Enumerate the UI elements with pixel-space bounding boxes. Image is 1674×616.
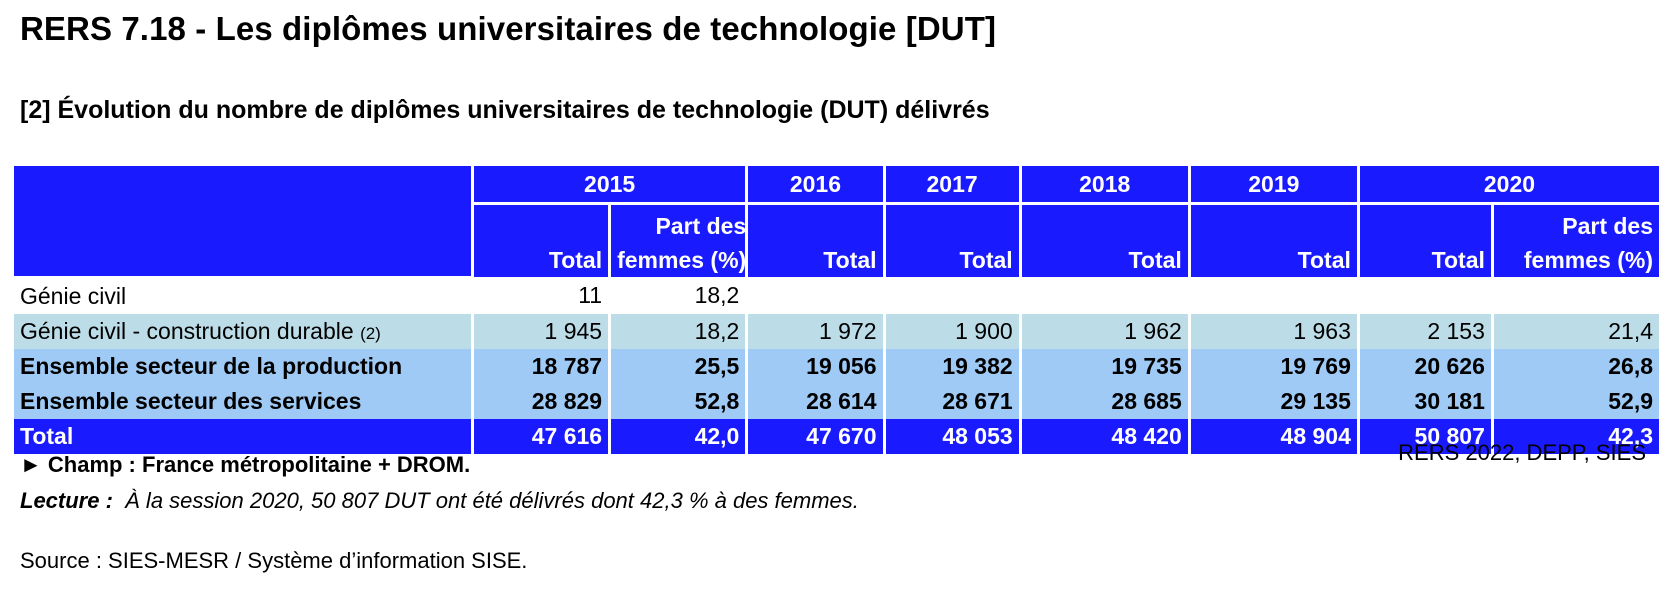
year-header-2018: 2018 (1018, 166, 1191, 205)
year-header-2015: 2015 (470, 166, 749, 205)
row-label: Ensemble secteur des services (14, 383, 474, 419)
subheader-total-2019: Total (1187, 203, 1360, 277)
reading-label: Lecture : (20, 488, 113, 513)
subheader-total-2017: Total (882, 203, 1022, 277)
row-label-text: Génie civil (20, 282, 127, 309)
cell: 19 769 (1187, 348, 1360, 384)
cell: 52,9 (1490, 383, 1663, 419)
cell: 28 829 (470, 383, 612, 419)
cell: 48 053 (882, 418, 1022, 454)
credit-line: RERS 2022, DEPP, SIES (1398, 440, 1646, 465)
source-note: Source : SIES-MESR / Système d’informati… (20, 548, 528, 573)
cell: 50 807 (1356, 418, 1494, 454)
cell: 48 904 (1187, 418, 1360, 454)
scope-note: ► Champ : France métropolitaine + DROM. (20, 452, 471, 477)
cell (1018, 277, 1191, 314)
cell (882, 277, 1022, 314)
row-label: Total (14, 418, 474, 454)
cell: 28 671 (882, 383, 1022, 419)
table-subtitle: [2] Évolution du nombre de diplômes univ… (20, 96, 990, 124)
page-title: RERS 7.18 - Les diplômes universitaires … (20, 10, 997, 47)
row-label-text: Ensemble secteur des services (20, 387, 362, 414)
cell: 47 670 (745, 418, 886, 454)
cell: 30 181 (1356, 383, 1494, 419)
cell: 47 616 (470, 418, 612, 454)
row-label: Génie civil (14, 277, 474, 314)
subheader-part-2020: Part des femmes (%) (1490, 203, 1663, 277)
cell: 28 685 (1018, 383, 1191, 419)
cell: 1 972 (745, 313, 886, 349)
table-row: Ensemble secteur de la production 18 787… (14, 348, 1663, 384)
dut-table: 2015 2016 2017 2018 2019 2020 Total Part… (14, 166, 1663, 454)
cell: 2 153 (1356, 313, 1494, 349)
cell (1356, 277, 1494, 314)
row-note: (2) (360, 323, 381, 343)
cell: 1 900 (882, 313, 1022, 349)
cell: 19 735 (1018, 348, 1191, 384)
cell: 52,8 (608, 383, 749, 419)
row-label: Génie civil - construction durable (2) (14, 313, 474, 349)
row-label-text: Génie civil - construction durable (20, 317, 361, 344)
table-row-total: Total 47 616 42,0 47 670 48 053 48 420 4… (14, 418, 1663, 454)
subheader-total-2016: Total (745, 203, 886, 277)
cell: 19 056 (745, 348, 886, 384)
cell: 29 135 (1187, 383, 1360, 419)
subheader-part-2015: Part des femmes (%) (608, 203, 749, 277)
subheader-total-2020: Total (1356, 203, 1494, 277)
table-row: Ensemble secteur des services 28 829 52,… (14, 383, 1663, 419)
cell: 26,8 (1490, 348, 1663, 384)
subheader-total-2018: Total (1018, 203, 1191, 277)
cell: 11 (470, 277, 612, 314)
cell: 48 420 (1018, 418, 1191, 454)
reading-text: À la session 2020, 50 807 DUT ont été dé… (112, 488, 859, 513)
cell: 42,3 (1490, 418, 1663, 454)
row-label-text: Total (20, 422, 74, 449)
row-label-text: Ensemble secteur de la production (20, 352, 403, 379)
cell: 1 963 (1187, 313, 1360, 349)
header-corner (14, 166, 474, 279)
cell: 42,0 (608, 418, 749, 454)
cell: 20 626 (1356, 348, 1494, 384)
cell: 18,2 (608, 313, 749, 349)
year-header-2020: 2020 (1356, 166, 1663, 205)
part-line2: femmes (%) (1523, 247, 1653, 273)
cell (745, 277, 886, 314)
part-line1: Part des (655, 213, 747, 239)
cell: 21,4 (1490, 313, 1663, 349)
part-line2: femmes (%) (617, 247, 747, 273)
cell: 18,2 (608, 277, 749, 314)
year-header-2017: 2017 (882, 166, 1022, 205)
year-header-2019: 2019 (1187, 166, 1360, 205)
cell (1490, 277, 1663, 314)
year-header-row: 2015 2016 2017 2018 2019 2020 (14, 166, 1663, 279)
subheader-total-2015: Total (470, 203, 612, 277)
cell (1187, 277, 1360, 314)
part-line1: Part des (1562, 213, 1653, 239)
subheader-row: Total Part des femmes (%) Total Total Tot… (14, 203, 1663, 277)
reading-note: Lecture : À la session 2020, 50 807 DUT … (20, 488, 859, 514)
year-header-2016: 2016 (745, 166, 886, 205)
row-label: Ensemble secteur de la production (14, 348, 474, 384)
cell: 18 787 (470, 348, 612, 384)
table-row: Génie civil - construction durable (2) 1… (14, 313, 1663, 349)
cell: 1 945 (470, 313, 612, 349)
cell: 1 962 (1018, 313, 1191, 349)
cell: 19 382 (882, 348, 1022, 384)
cell: 25,5 (608, 348, 749, 384)
table-row: Génie civil 11 18,2 (14, 277, 1663, 314)
cell: 28 614 (745, 383, 886, 419)
